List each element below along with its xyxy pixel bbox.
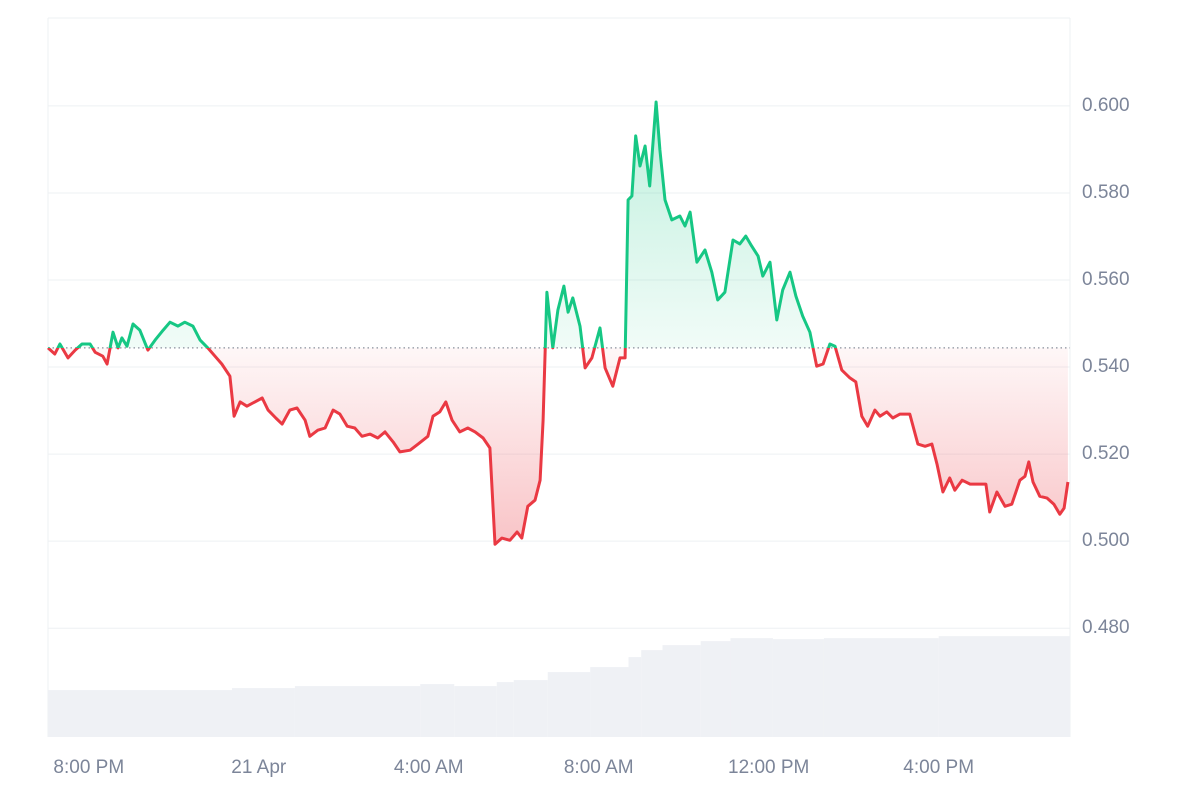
y-tick-label: 0.540	[1082, 356, 1130, 377]
y-tick-label: 0.520	[1082, 443, 1130, 464]
volume-bar	[294, 686, 421, 737]
price-line	[46, 100, 1070, 546]
x-tick-label: 4:00 AM	[394, 757, 464, 778]
volume-bar	[641, 650, 663, 737]
area	[48, 102, 1068, 545]
x-tick-label: 12:00 PM	[728, 757, 809, 778]
volume-bar	[454, 686, 497, 737]
volume-bar	[496, 682, 514, 737]
volume-bar	[232, 688, 295, 737]
x-tick-label: 21 Apr	[231, 757, 287, 778]
volume-bar	[823, 638, 939, 737]
x-tick-label: 8:00 AM	[564, 757, 634, 778]
y-tick-label: 0.600	[1082, 95, 1130, 116]
x-tick-label: 8:00 PM	[53, 757, 124, 778]
volume-bar	[547, 672, 591, 737]
volume-bar	[772, 639, 824, 737]
y-tick-label: 0.500	[1082, 530, 1130, 551]
volume-bar	[48, 690, 233, 737]
x-tick-label: 4:00 PM	[903, 757, 974, 778]
volume-bar	[938, 636, 1070, 737]
volume-bar	[662, 645, 701, 737]
y-tick-label: 0.560	[1082, 269, 1130, 290]
y-tick-label: 0.580	[1082, 182, 1130, 203]
y-tick-label: 0.480	[1082, 617, 1130, 638]
volume-bar	[590, 667, 629, 737]
volume-bar	[628, 657, 642, 737]
volume-bar	[420, 684, 455, 737]
volume-bar	[700, 641, 731, 737]
volume-bar	[513, 680, 548, 737]
volume-bar	[730, 638, 773, 737]
